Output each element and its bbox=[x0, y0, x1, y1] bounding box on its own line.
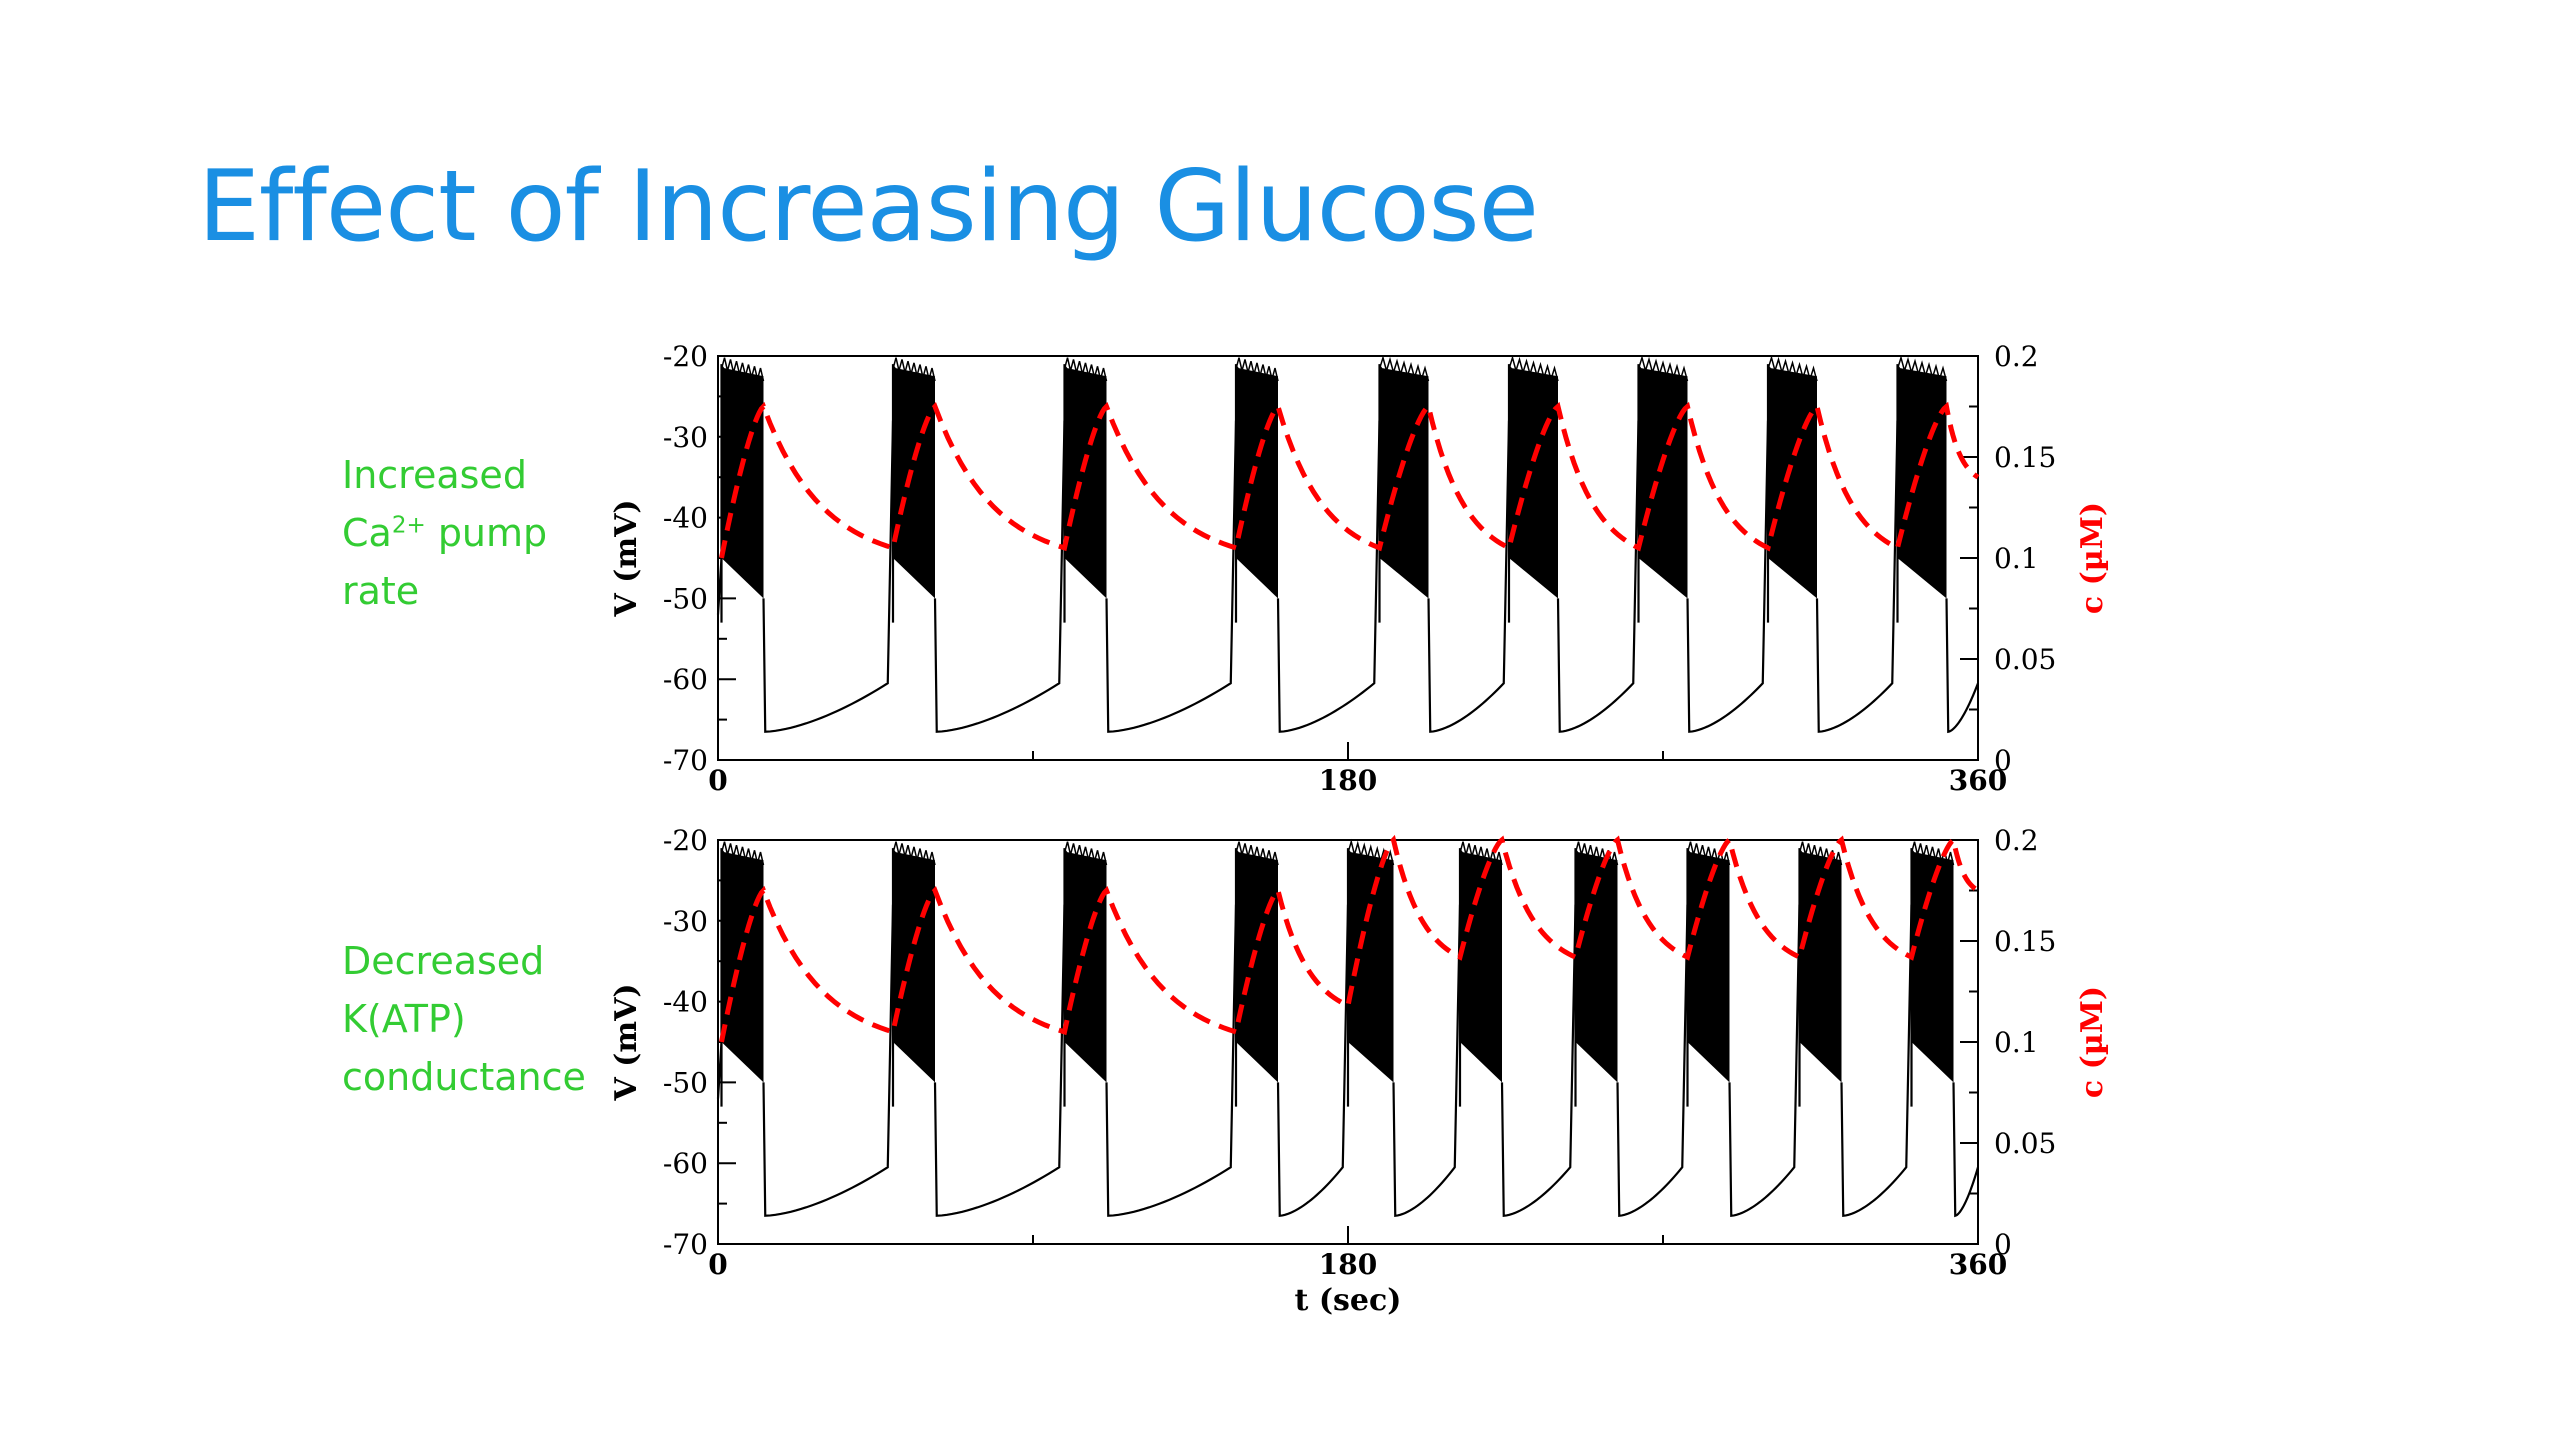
y-left-tick-label: -50 bbox=[663, 1066, 708, 1099]
slide-title: Effect of Increasing Glucose bbox=[198, 150, 1539, 264]
x-axis-label: t (sec) bbox=[1295, 1283, 1402, 1318]
burst-spike-tips bbox=[892, 841, 936, 866]
voltage-burst bbox=[1460, 848, 1502, 1083]
y-right-axis-label: c (µM) bbox=[2075, 986, 2110, 1098]
voltage-burst bbox=[1575, 848, 1618, 1083]
voltage-burst bbox=[893, 848, 935, 1083]
burst-spike-tips bbox=[1508, 354, 1559, 383]
voltage-burst bbox=[1911, 848, 1954, 1083]
burst-spike-tips bbox=[1767, 354, 1818, 383]
y-right-tick-label: 0.2 bbox=[1994, 340, 2039, 373]
x-tick-label: 0 bbox=[708, 764, 727, 797]
x-tick-label: 0 bbox=[708, 1248, 727, 1281]
voltage-burst bbox=[1509, 364, 1558, 599]
y-left-tick-label: -40 bbox=[663, 986, 708, 1019]
voltage-burst bbox=[1379, 364, 1429, 599]
y-right-tick-label: 0.1 bbox=[1994, 1026, 2039, 1059]
voltage-trace bbox=[716, 904, 1980, 1218]
chart-panel-1: -20 -30 -40 -50 -60 -70 0.2 0.15 0.1 0.05 0 0 180 360… bbox=[609, 340, 2110, 797]
y-right-tick-label: 0 bbox=[1994, 1228, 2012, 1261]
y-left-axis-label: V (mV) bbox=[609, 983, 644, 1101]
label-line: Decreased bbox=[342, 939, 545, 983]
y-left-tick-label: -60 bbox=[663, 663, 708, 696]
y-right-tick-label: 0.05 bbox=[1994, 643, 2056, 676]
burst-spike-tips bbox=[1459, 841, 1503, 866]
burst-spike-tips bbox=[1896, 354, 1948, 383]
y-right-axis-label: c (µM) bbox=[2075, 502, 2110, 614]
label-line: rate bbox=[342, 569, 420, 613]
voltage-burst bbox=[1064, 848, 1107, 1083]
label-line: Increased bbox=[342, 453, 527, 497]
y-left-tick-label: -60 bbox=[663, 1147, 708, 1180]
y-right-tick-label: 0.05 bbox=[1994, 1127, 2056, 1160]
label-line: conductance bbox=[342, 1055, 586, 1099]
y-left-tick-label: -20 bbox=[663, 824, 708, 857]
voltage-trace bbox=[716, 420, 1980, 734]
x-tick-label: 360 bbox=[1949, 764, 2007, 797]
burst-spike-tips bbox=[1235, 357, 1279, 382]
burst-spike-tips bbox=[1063, 357, 1108, 382]
panel-label-bottom: Decreased K(ATP) conductance bbox=[342, 932, 586, 1106]
voltage-burst bbox=[1348, 848, 1394, 1083]
burst-spike-tips bbox=[1574, 841, 1619, 866]
burst-spike-tips bbox=[1637, 354, 1689, 383]
burst-spike-tips bbox=[720, 357, 765, 382]
burst-spike-tips bbox=[892, 357, 936, 382]
burst-spike-tips bbox=[1063, 841, 1108, 866]
voltage-burst bbox=[1236, 364, 1278, 599]
y-right-tick-label: 0 bbox=[1994, 744, 2012, 777]
calcium-trace bbox=[719, 834, 1980, 1043]
x-tick-label: 180 bbox=[1319, 764, 1377, 797]
x-tick-label: 180 bbox=[1319, 1248, 1377, 1281]
voltage-burst bbox=[1799, 848, 1842, 1083]
burst-spike-tips bbox=[1378, 354, 1430, 383]
burst-spike-tips bbox=[720, 841, 765, 866]
voltage-burst bbox=[893, 364, 935, 599]
voltage-burst bbox=[1897, 364, 1947, 599]
y-left-tick-label: -30 bbox=[663, 421, 708, 454]
chart-panel-2: -20 -30 -40 -50 -60 -70 0.2 0.15 0.1 0.05 0 0 180 360… bbox=[609, 824, 2110, 1318]
y-left-tick-label: -50 bbox=[663, 582, 708, 615]
voltage-burst bbox=[721, 848, 764, 1083]
voltage-burst bbox=[1687, 848, 1730, 1083]
burst-spike-tips bbox=[1798, 841, 1843, 866]
y-left-tick-label: -70 bbox=[663, 1228, 708, 1261]
y-left-tick-label: -70 bbox=[663, 744, 708, 777]
burst-spike-tips bbox=[1235, 841, 1279, 866]
voltage-burst bbox=[721, 364, 764, 599]
burst-spike-tips bbox=[1910, 841, 1955, 866]
y-left-axis-label: V (mV) bbox=[609, 499, 644, 617]
y-left-tick-label: -30 bbox=[663, 905, 708, 938]
voltage-burst bbox=[1638, 364, 1688, 599]
burst-spike-tips bbox=[1686, 841, 1731, 866]
y-left-tick-label: -40 bbox=[663, 502, 708, 535]
y-right-tick-label: 0.2 bbox=[1994, 824, 2039, 857]
calcium-trace bbox=[719, 401, 1980, 559]
y-right-tick-label: 0.15 bbox=[1994, 441, 2056, 474]
y-left-tick-label: -20 bbox=[663, 340, 708, 373]
y-right-tick-label: 0.1 bbox=[1994, 542, 2039, 575]
y-right-tick-label: 0.15 bbox=[1994, 925, 2056, 958]
voltage-burst bbox=[1768, 364, 1817, 599]
label-line: Ca2+ pump bbox=[342, 511, 548, 555]
panel-label-top: Increased Ca2+ pump rate bbox=[342, 446, 547, 620]
voltage-burst bbox=[1236, 848, 1278, 1083]
label-line: K(ATP) bbox=[342, 997, 466, 1041]
x-tick-label: 360 bbox=[1949, 1248, 2007, 1281]
voltage-burst bbox=[1064, 364, 1107, 599]
